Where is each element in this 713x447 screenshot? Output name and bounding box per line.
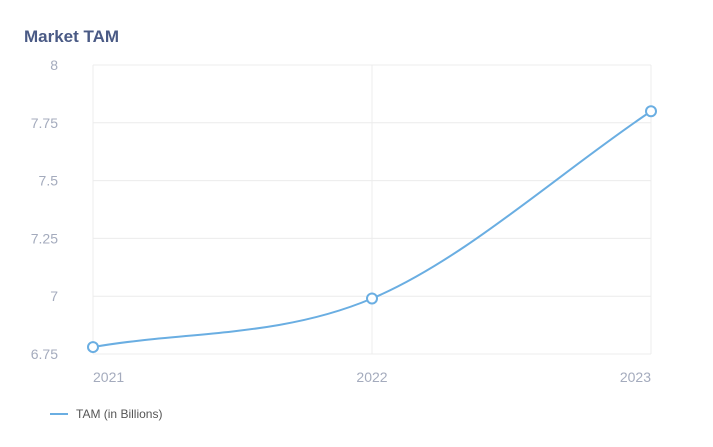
legend: TAM (in Billions) bbox=[50, 407, 162, 421]
data-point[interactable] bbox=[645, 105, 657, 118]
x-axis-ticks: 2021 2022 2023 bbox=[93, 369, 651, 385]
data-point[interactable] bbox=[87, 341, 99, 354]
x-tick-label: 2023 bbox=[620, 369, 651, 385]
legend-label[interactable]: TAM (in Billions) bbox=[76, 407, 162, 421]
series-layer bbox=[87, 105, 657, 354]
y-tick-label: 7.5 bbox=[39, 173, 59, 189]
data-point[interactable] bbox=[366, 292, 378, 305]
y-tick-label: 7.25 bbox=[31, 230, 58, 246]
y-tick-label: 6.75 bbox=[31, 346, 58, 362]
y-tick-label: 8 bbox=[50, 57, 58, 73]
chart-title: Market TAM bbox=[24, 27, 119, 46]
x-tick-label: 2022 bbox=[356, 369, 387, 385]
x-tick-label: 2021 bbox=[93, 369, 124, 385]
grid bbox=[92, 64, 652, 355]
y-axis-ticks: 6.75 7 7.25 7.5 7.75 8 bbox=[31, 57, 58, 362]
y-tick-label: 7.75 bbox=[31, 115, 58, 131]
y-tick-label: 7 bbox=[50, 288, 58, 304]
